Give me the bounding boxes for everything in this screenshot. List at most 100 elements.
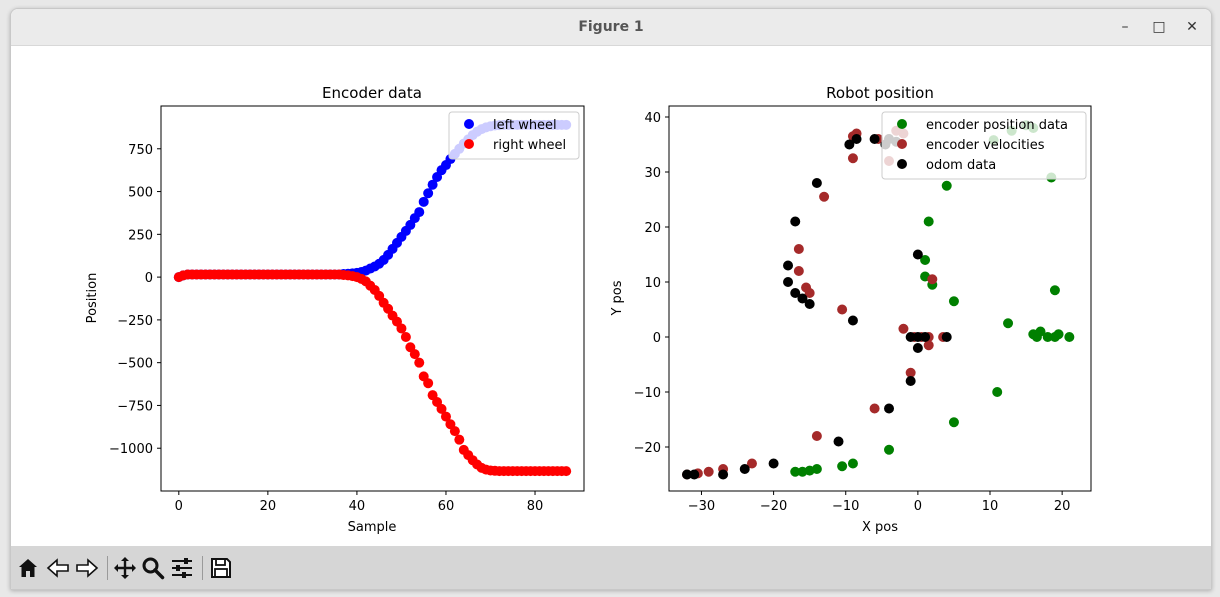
data-point [400,332,411,342]
y-tick-label: 30 [644,166,661,181]
data-point [811,178,822,188]
pan-icon[interactable] [111,555,139,581]
x-tick-label: 0 [914,499,922,514]
legend-marker [897,119,907,129]
data-point [790,216,801,227]
y-axis-label: Position [85,273,100,324]
y-tick-label: −20 [634,441,661,456]
data-point [739,464,750,474]
maximize-icon[interactable]: □ [1152,19,1166,35]
data-point [746,458,757,469]
y-tick-label: 20 [644,221,661,236]
figure-canvas[interactable]: Encoder data Sample Position 0 20 40 60 80 −… [11,46,1211,546]
y-tick-label: 250 [128,228,153,243]
navigation-toolbar [11,546,1211,589]
save-icon[interactable] [207,555,235,581]
data-point [440,411,451,422]
data-point [847,153,858,164]
data-point [783,260,794,271]
axes-encoder-data: Encoder data Sample Position 0 20 40 60 80 −… [85,84,585,535]
data-point [801,282,812,293]
data-point [418,196,429,207]
minimize-icon[interactable]: – [1121,19,1129,35]
data-point [797,466,808,477]
data-point [454,434,465,445]
data-point [884,444,895,455]
x-tick-label: 10 [982,499,999,514]
data-point [414,357,425,368]
legend-label: left wheel [493,118,557,133]
data-point [948,417,959,428]
y-tick-label: 0 [653,331,661,346]
data-point [923,340,934,351]
back-icon[interactable] [44,555,72,581]
chart-title: Encoder data [322,84,422,102]
data-point [833,436,844,447]
data-point [898,323,909,334]
data-point [923,216,934,227]
data-point [927,274,938,285]
zoom-icon[interactable] [139,555,167,581]
home-icon[interactable] [14,555,42,581]
y-ticks: −20 −10 0 10 20 30 40 [634,111,669,456]
legend-label: right wheel [493,138,566,153]
legend-label: encoder position data [926,118,1068,133]
data-point [804,299,815,309]
data-point [703,466,714,477]
data-point [912,343,923,353]
x-tick-label: −30 [688,499,715,514]
data-point [797,293,808,304]
data-point [920,255,931,265]
data-point [869,403,880,414]
data-point [905,332,916,342]
data-point [689,469,700,480]
plot-frame [160,105,585,492]
configure-subplots-icon[interactable] [168,555,196,581]
x-tick-label: 0 [175,499,183,514]
legend-marker [464,139,474,149]
data-point [992,387,1003,397]
toolbar-separator [202,556,203,580]
y-tick-label: 750 [128,143,153,158]
data-point [793,266,804,276]
data-point [409,349,420,360]
data-point [449,426,460,437]
y-tick-label: 500 [128,186,153,201]
x-tick-label: 60 [438,499,455,514]
data-point [423,188,434,199]
x-ticks: 0 20 40 60 80 [175,491,543,514]
data-point [414,207,425,218]
legend-marker [897,139,907,149]
data-point [1028,329,1039,340]
data-point [920,332,931,342]
x-tick-label: 20 [260,499,277,514]
title-bar: Figure 1 – □ ✕ [11,9,1211,46]
data-point [905,367,916,378]
forward-icon[interactable] [73,555,101,581]
legend-label: odom data [926,158,996,173]
data-point [851,134,862,144]
legend-marker [897,159,907,169]
close-icon[interactable]: ✕ [1186,19,1198,35]
data-point [790,288,801,298]
x-axis-label: X pos [862,520,898,535]
y-tick-label: −750 [117,399,153,414]
legend-box [448,111,580,160]
y-tick-label: −10 [634,386,661,401]
y-ticks: −1000 −750 −500 −250 0 250 500 750 [109,143,161,457]
data-point [941,332,952,342]
data-point [1064,332,1075,342]
data-point [682,469,693,480]
data-point [819,191,830,202]
y-tick-label: −500 [117,357,153,372]
x-tick-label: 40 [349,499,366,514]
data-point [561,466,572,477]
axes-robot-position: Robot position X pos Y pos −30 −20 −10 0 10 2… [610,84,1092,535]
y-axis-label: Y pos [610,280,625,316]
y-tick-label: −1000 [109,442,153,457]
data-point [1049,285,1060,296]
legend-label: encoder velocities [926,138,1045,153]
y-tick-label: −250 [117,314,153,329]
data-point [884,403,895,414]
legend: encoder position data encoder velocities o… [881,111,1087,180]
